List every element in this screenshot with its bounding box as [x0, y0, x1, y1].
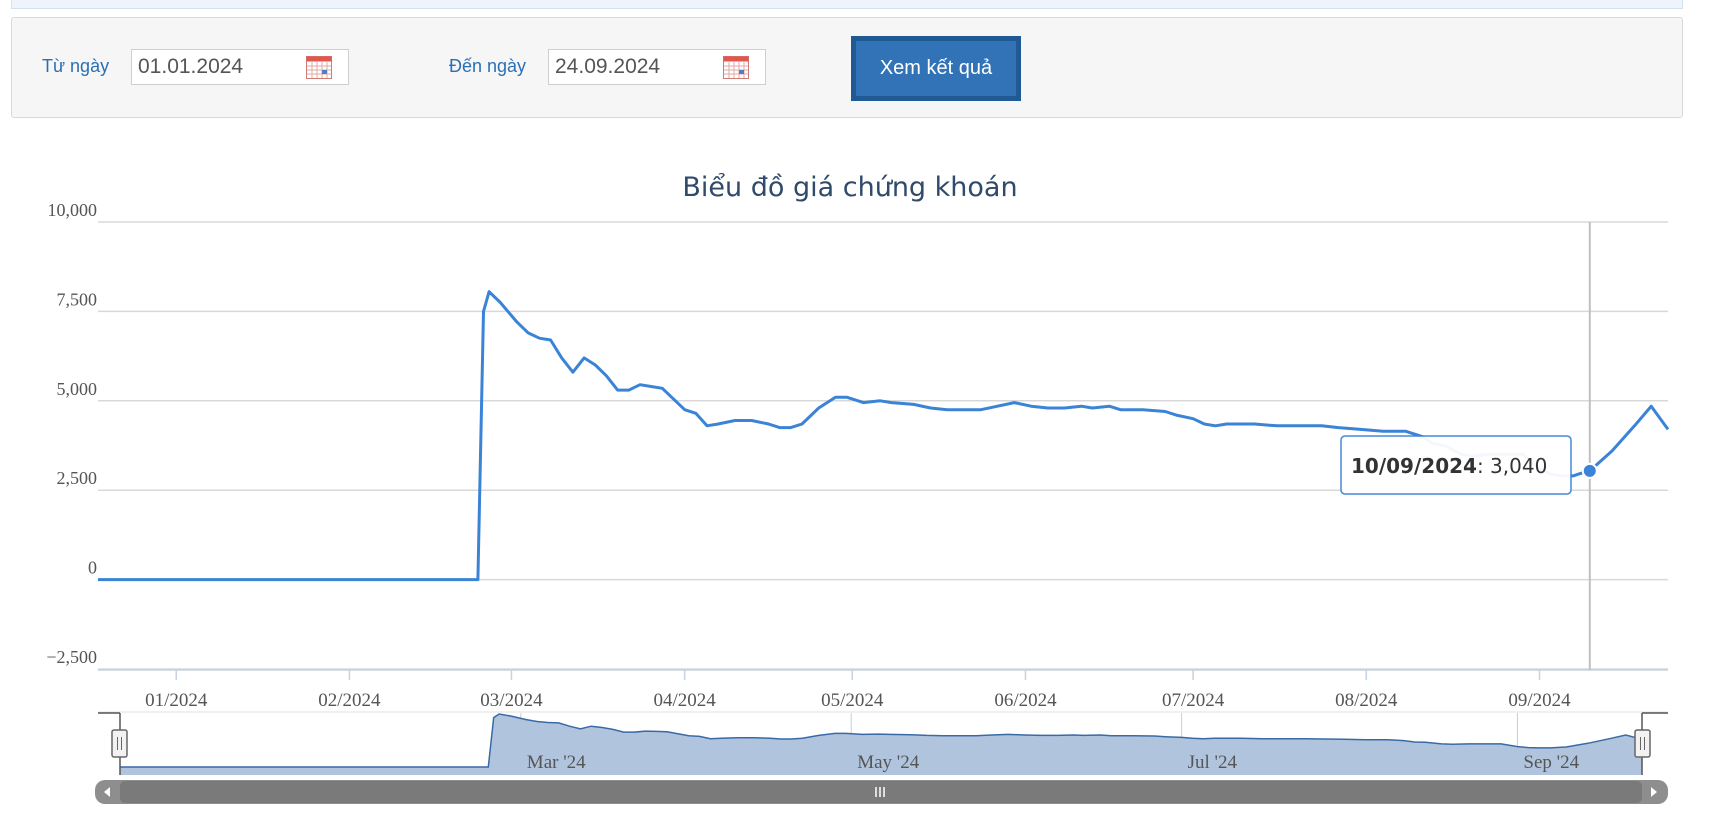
x-axis-labels: 01/2024 02/2024 03/2024 04/2024 05/2024 06/20…	[145, 670, 1571, 711]
y-tick-label: −2,500	[46, 647, 97, 667]
from-date-field	[131, 49, 349, 85]
scroll-right-arrow-icon[interactable]	[1651, 787, 1657, 797]
scroll-left-arrow-icon[interactable]	[104, 787, 110, 797]
to-date-label: Đến ngày	[449, 56, 527, 76]
tooltip-date: 10/09/2024	[1351, 454, 1477, 478]
navigator-right-handle[interactable]	[1634, 729, 1651, 758]
x-tick-label: 04/2024	[654, 690, 717, 711]
to-date-input[interactable]	[549, 50, 725, 84]
view-results-button-frame: Xem kết quả	[851, 36, 1021, 101]
navigator-left-handle[interactable]	[111, 729, 128, 758]
y-tick-label: 10,000	[48, 200, 98, 220]
x-tick-label: 08/2024	[1335, 690, 1398, 711]
navigator-label: Jul '24	[1188, 752, 1238, 773]
info-strip	[11, 0, 1683, 9]
calendar-icon[interactable]	[306, 56, 332, 79]
y-tick-label: 2,500	[57, 468, 98, 488]
x-tick-label: 07/2024	[1162, 690, 1225, 711]
stock-price-chart: Biểu đồ giá chứng khoán −2,500 0 2,500 5,00…	[46, 172, 1670, 804]
navigator-label: May '24	[857, 752, 920, 773]
x-tick-label: 03/2024	[480, 690, 543, 711]
chart-title: Biểu đồ giá chứng khoán	[682, 172, 1017, 203]
navigator-area	[120, 714, 1642, 775]
x-tick-label: 09/2024	[1508, 690, 1571, 711]
x-tick-label: 02/2024	[318, 690, 381, 711]
view-results-button[interactable]: Xem kết quả	[856, 41, 1016, 96]
y-tick-label: 5,000	[57, 379, 98, 399]
x-tick-label: 05/2024	[821, 690, 884, 711]
to-date-field	[548, 49, 766, 85]
y-axis-labels: −2,500 0 2,500 5,000 7,500 10,000	[46, 200, 97, 667]
calendar-icon[interactable]	[723, 56, 749, 79]
navigator-label: Sep '24	[1523, 752, 1579, 773]
from-date-label: Từ ngày	[42, 56, 110, 76]
scrollbar-thumb[interactable]	[120, 781, 1642, 803]
x-tick-label: 01/2024	[145, 690, 208, 711]
y-tick-label: 0	[88, 558, 97, 578]
navigator-label: Mar '24	[527, 752, 586, 773]
tooltip: 10/09/2024: 3,040	[1340, 435, 1572, 495]
svg-text:10/09/2024: 3,040: 10/09/2024: 3,040	[1351, 454, 1547, 478]
from-date-input[interactable]	[132, 50, 308, 84]
x-tick-label: 06/2024	[994, 690, 1057, 711]
hover-point[interactable]	[1581, 462, 1598, 479]
scrollbar	[95, 780, 1668, 804]
navigator-line	[120, 713, 1643, 768]
scrollbar-grip-icon	[875, 787, 885, 797]
navigator: Mar '24 May '24 Jul '24 Sep '24	[98, 711, 1668, 775]
tooltip-value: 3,040	[1490, 454, 1547, 478]
tooltip-separator: :	[1477, 454, 1490, 478]
y-tick-label: 7,500	[57, 289, 98, 309]
chart-grid	[98, 221, 1668, 671]
navigator-labels: Mar '24 May '24 Jul '24 Sep '24	[527, 752, 1580, 773]
